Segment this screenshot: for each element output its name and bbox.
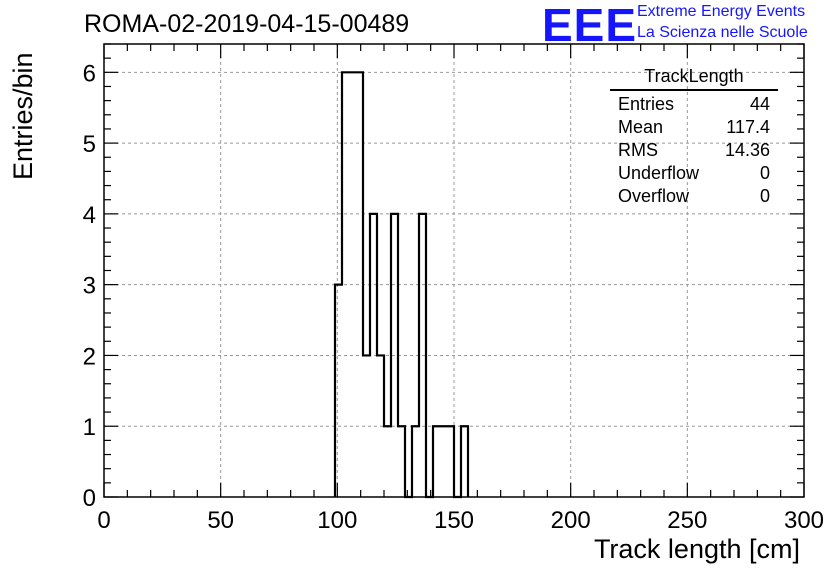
chart-title: ROMA-02-2019-04-15-00489 — [84, 10, 410, 38]
histogram-bin — [440, 426, 447, 497]
x-tick-label: 300 — [784, 507, 824, 534]
y-tick-label: 1 — [83, 414, 96, 441]
stats-row-rms: RMS 14.36 — [610, 139, 778, 162]
eee-logo: EEE — [542, 0, 638, 51]
y-axis-label: Entries/bin — [8, 52, 38, 180]
stats-value: 14.36 — [724, 140, 770, 160]
x-tick-label: 200 — [551, 507, 591, 534]
x-tick-label: 100 — [317, 507, 357, 534]
y-tick-label: 3 — [83, 273, 96, 300]
stats-row-underflow: Underflow 0 — [610, 162, 778, 185]
tick-labels: 0 50 100 150 200 250 300 0 1 2 3 4 5 6 — [83, 60, 824, 534]
stats-row-entries: Entries 44 — [610, 93, 778, 116]
histogram-outline — [333, 71, 470, 499]
stats-label: Entries — [618, 94, 675, 114]
axis-ticks — [103, 43, 805, 498]
stats-row-overflow: Overflow 0 — [610, 185, 778, 208]
stats-title: TrackLength — [610, 66, 778, 91]
stats-label: Underflow — [618, 163, 700, 183]
histogram-series — [333, 71, 470, 499]
grid-lines — [104, 44, 804, 497]
y-tick-label: 0 — [83, 485, 96, 512]
logo-line1: Extreme Energy Events — [637, 3, 806, 20]
stats-box: TrackLength Entries 44 Mean 117.4 RMS 14… — [610, 66, 778, 208]
stats-value: 0 — [759, 163, 770, 183]
stats-row-mean: Mean 117.4 — [610, 116, 778, 139]
x-tick-label: 50 — [207, 507, 234, 534]
histogram-bin — [384, 426, 391, 497]
stats-label: RMS — [618, 140, 658, 160]
y-tick-label: 6 — [83, 60, 96, 87]
stats-label: Mean — [618, 117, 664, 137]
logo-line2: La Scienza nelle Scuole — [637, 24, 808, 41]
y-tick-label: 4 — [83, 202, 96, 229]
x-axis-label: Track length [cm] — [593, 534, 800, 564]
y-tick-label: 5 — [83, 131, 96, 158]
y-tick-label: 2 — [83, 343, 96, 370]
stats-value: 117.4 — [726, 117, 770, 137]
stats-label: Overflow — [618, 186, 690, 206]
x-tick-label: 0 — [97, 507, 110, 534]
x-tick-label: 250 — [667, 507, 707, 534]
x-tick-label: 150 — [434, 507, 474, 534]
stats-value: 0 — [759, 186, 770, 206]
stats-value: 44 — [749, 94, 770, 114]
